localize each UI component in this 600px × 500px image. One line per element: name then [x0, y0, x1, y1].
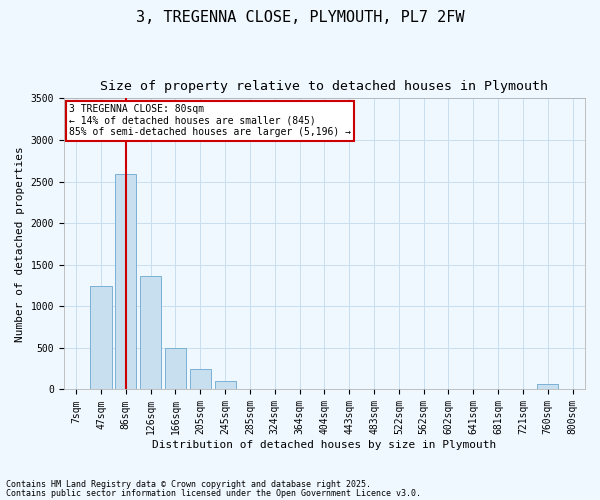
Bar [115, 174, 136, 390]
Bar [165, 348, 186, 390]
Y-axis label: Number of detached properties: Number of detached properties [15, 146, 25, 342]
X-axis label: Distribution of detached houses by size in Plymouth: Distribution of detached houses by size … [152, 440, 497, 450]
Bar [537, 384, 559, 390]
Bar [91, 286, 112, 390]
Text: Contains HM Land Registry data © Crown copyright and database right 2025.: Contains HM Land Registry data © Crown c… [6, 480, 371, 489]
Bar [140, 276, 161, 390]
Text: 3, TREGENNA CLOSE, PLYMOUTH, PL7 2FW: 3, TREGENNA CLOSE, PLYMOUTH, PL7 2FW [136, 10, 464, 25]
Text: 3 TREGENNA CLOSE: 80sqm
← 14% of detached houses are smaller (845)
85% of semi-d: 3 TREGENNA CLOSE: 80sqm ← 14% of detache… [69, 104, 351, 138]
Title: Size of property relative to detached houses in Plymouth: Size of property relative to detached ho… [100, 80, 548, 93]
Bar [190, 368, 211, 390]
Bar [215, 381, 236, 390]
Text: Contains public sector information licensed under the Open Government Licence v3: Contains public sector information licen… [6, 488, 421, 498]
